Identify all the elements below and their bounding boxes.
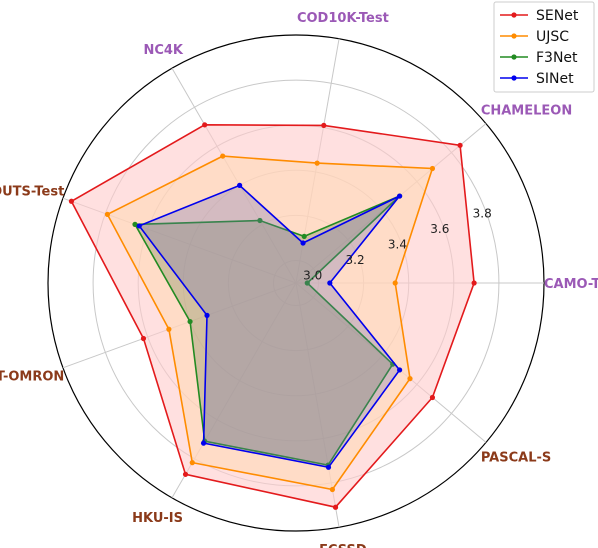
series-point-senet-5 xyxy=(68,198,75,204)
axis-label-1: CAMO-Test xyxy=(544,277,598,292)
series-point-senet-1 xyxy=(471,280,477,286)
axis-label-6: DUT-OMRON xyxy=(0,369,64,384)
series-point-ujsc-1 xyxy=(392,280,398,286)
series-point-ujsc-2 xyxy=(429,165,436,172)
series-point-senet-7 xyxy=(182,471,189,477)
legend-label-sinet: SINet xyxy=(536,71,574,87)
series-point-sinet-3 xyxy=(300,240,306,246)
series-point-sinet-2 xyxy=(397,193,403,199)
series-point-sinet-1 xyxy=(327,280,333,286)
legend-box xyxy=(493,1,595,93)
series-line-ujsc xyxy=(106,155,434,491)
legend-marker-sinet xyxy=(511,75,517,81)
axis-label-3: COD10K-Test xyxy=(297,11,389,26)
series-area-f3net xyxy=(135,196,400,466)
series-point-ujsc-9 xyxy=(407,376,413,382)
radial-tick-3: 3.4 xyxy=(388,237,407,251)
series-area-sinet xyxy=(139,185,400,468)
series-point-senet-3 xyxy=(321,122,327,128)
axis-labels: CAMO-Test CHAMELEON COD10K-Test NC4K DUTS-Te… xyxy=(0,11,598,548)
series-point-ujsc-8 xyxy=(329,486,336,493)
series-point-senet-6 xyxy=(140,335,147,342)
axis-label-5: DUTS-Test xyxy=(0,185,64,200)
series-point-ujsc-7 xyxy=(189,460,195,466)
legend-label-ujsc: UJSC xyxy=(536,29,569,45)
series-line-senet xyxy=(70,123,475,509)
series-line-f3net xyxy=(133,195,401,466)
series-point-senet-9 xyxy=(429,394,436,401)
series-point-sinet-7 xyxy=(200,440,207,446)
series-point-ujsc-3 xyxy=(314,160,320,166)
legend-label-senet: SENet xyxy=(536,8,579,24)
series-point-sinet-5 xyxy=(136,223,142,229)
series-point-f3net-6 xyxy=(187,318,193,325)
series-line-sinet xyxy=(137,184,401,469)
radial-tick-5: 3.8 xyxy=(473,207,492,221)
series-point-f3net-3 xyxy=(301,233,307,239)
series-point-f3net-4 xyxy=(257,217,263,224)
legend: SENet UJSC F3Net SINet xyxy=(493,1,595,93)
axis-label-2: CHAMELEON xyxy=(481,103,572,118)
series-point-senet-8 xyxy=(332,504,339,510)
series-point-sinet-9 xyxy=(397,367,403,373)
series-point-f3net-1 xyxy=(304,280,310,286)
radial-tick-4: 3.6 xyxy=(430,222,449,236)
series-point-ujsc-6 xyxy=(166,326,172,332)
legend-label-f3net: F3Net xyxy=(536,50,578,66)
series-point-senet-4 xyxy=(202,122,208,128)
legend-marker-senet xyxy=(511,12,517,18)
radar-series-layer xyxy=(68,122,477,510)
axis-label-8: ECSSD xyxy=(319,543,367,548)
axis-label-9: PASCAL-S xyxy=(481,451,551,466)
radial-tick-2: 3.2 xyxy=(346,253,365,267)
radial-tick-labels: 3.0 3.2 3.4 3.6 3.8 xyxy=(303,207,492,283)
series-area-ujsc xyxy=(107,156,433,490)
series-point-senet-2 xyxy=(457,142,463,148)
series-point-sinet-8 xyxy=(325,464,332,470)
legend-marker-f3net xyxy=(511,54,517,60)
series-point-ujsc-5 xyxy=(104,211,111,217)
legend-marker-ujsc xyxy=(511,33,517,39)
axis-label-7: HKU-IS xyxy=(132,511,183,526)
series-point-sinet-4 xyxy=(237,182,243,188)
axis-label-4: NC4K xyxy=(143,43,183,58)
series-point-ujsc-4 xyxy=(220,153,226,159)
radial-tick-1: 3.0 xyxy=(303,268,322,282)
series-point-sinet-6 xyxy=(204,312,210,318)
series-point-f3net-5 xyxy=(132,221,138,227)
